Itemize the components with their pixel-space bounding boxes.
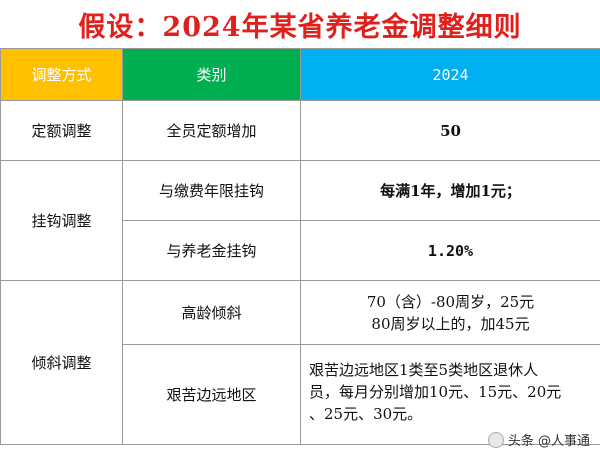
watermark: 头条 @人事通 [487,430,590,449]
table-row: 与养老金挂钩 1.20% [1,220,600,281]
category-pension: 与养老金挂钩 [122,220,301,281]
value-years: 每满1年，增加1元； [300,160,600,221]
category-remote: 艰苦边远地区 [122,344,301,445]
mode-fixed: 定额调整 [0,100,123,161]
table-row: 定额调整 全员定额增加 50 [0,100,600,161]
value-pension: 1.20% [300,220,600,281]
pension-adjustment-table: 调整方式 类别 2024 定额调整 全员定额增加 50 挂钩调整 与缴费年限挂钩… [0,48,600,445]
category-fixed: 全员定额增加 [122,100,301,161]
table-row: 艰苦边远地区 艰苦边远地区1类至5类地区退休人 员，每月分别增加10元、15元、… [1,344,600,445]
value-remote: 艰苦边远地区1类至5类地区退休人 员，每月分别增加10元、15元、20元 、25… [300,344,600,445]
value-remote-line2: 员，每月分别增加10元、15元、20元 [309,383,562,401]
value-remote-line3: 、25元、30元。 [309,405,423,423]
header-category: 类别 [122,48,301,101]
header-row: 调整方式 类别 2024 [0,48,600,101]
value-remote-line1: 艰苦边远地区1类至5类地区退休人 [309,361,539,379]
mode-linked: 挂钩调整 [0,160,123,281]
category-years: 与缴费年限挂钩 [122,160,301,221]
table-row: 挂钩调整 与缴费年限挂钩 每满1年，增加1元； [0,160,600,281]
avatar-icon [487,431,504,448]
header-mode: 调整方式 [0,48,123,101]
mode-tilt: 倾斜调整 [0,280,123,445]
header-year: 2024 [300,48,600,101]
page-title: 假设：2024年某省养老金调整细则 [78,11,522,43]
value-fixed: 50 [300,100,600,161]
category-elderly: 高龄倾斜 [122,280,301,345]
watermark-text: 头条 @人事通 [507,434,590,449]
value-elderly-line1: 70（含）-80周岁，25元 [366,292,535,311]
value-elderly-line2: 80周岁以上的，加45元 [371,314,530,333]
value-elderly: 70（含）-80周岁，25元 80周岁以上的，加45元 [300,280,600,345]
table-row: 倾斜调整 高龄倾斜 70（含）-80周岁，25元 80周岁以上的，加45元 [0,280,600,445]
